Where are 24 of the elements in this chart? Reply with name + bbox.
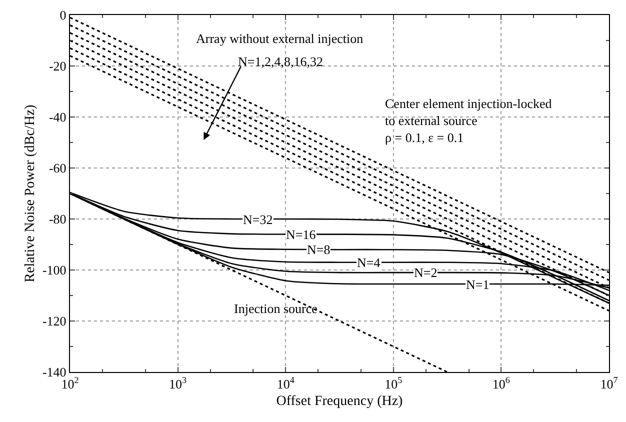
- annotation: N=1: [466, 277, 490, 292]
- y-tick-label: -80: [48, 212, 66, 227]
- x-tick-label: 10$^{4}$: [276, 375, 295, 392]
- y-tick-label: -20: [48, 58, 66, 74]
- annotation: Array without external injection: [196, 31, 364, 46]
- y-tick-label: -40: [48, 110, 66, 125]
- y-tick-label: -60: [48, 160, 66, 176]
- x-tick-label: 10$^{3}$: [169, 375, 188, 392]
- annotation: N=32: [243, 212, 273, 227]
- annotation: N=1,2,4,8,16,32: [238, 54, 323, 69]
- annotation: N=2: [414, 265, 438, 280]
- annotation: N=8: [307, 242, 330, 257]
- annotation: N=4: [357, 255, 381, 270]
- annotation: Injection source: [234, 301, 318, 316]
- y-axis-title: Relative Noise Power (dBc/Hz): [23, 104, 38, 282]
- x-tick-label: 10$^{6}$: [492, 375, 510, 392]
- x-tick-label: 10$^{7}$: [600, 375, 618, 392]
- x-tick-label: 10$^{5}$: [384, 375, 403, 392]
- y-tick-label: -120: [42, 314, 66, 329]
- annotation: Center element injection-locked to external source ρ = 0.1, ε = 0.1: [385, 96, 552, 145]
- x-axis-title: Offset Frequency (Hz): [276, 394, 404, 409]
- y-tick-label: -100: [42, 262, 66, 278]
- annotation: N=16: [286, 227, 316, 242]
- y-tick-label: 0: [60, 8, 66, 23]
